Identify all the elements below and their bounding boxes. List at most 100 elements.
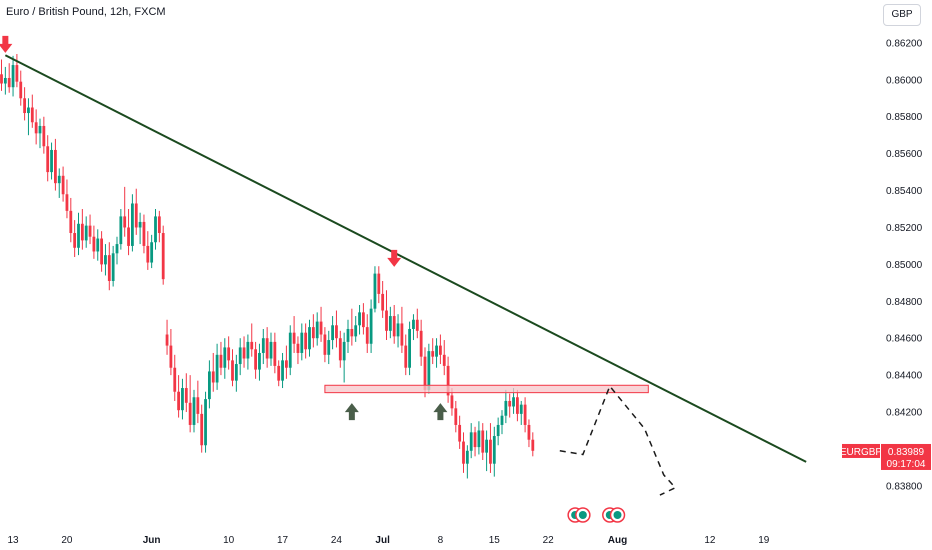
candle-body (396, 323, 400, 337)
candle-body (204, 399, 207, 446)
candle (107, 242, 111, 291)
candle (358, 304, 361, 335)
candle (208, 360, 211, 409)
candle (223, 338, 227, 379)
candle-body (415, 319, 419, 331)
time-tick-label: Aug (608, 535, 627, 546)
candle (169, 328, 173, 376)
candle (292, 316, 296, 353)
candle (527, 419, 531, 448)
time-tick-label: Jun (143, 535, 161, 546)
time-tick-label: 22 (543, 535, 555, 546)
currency-button[interactable]: GBP (883, 4, 921, 26)
candle-body (134, 203, 138, 228)
candle-body (15, 65, 19, 82)
candle-body (335, 325, 338, 339)
candle (84, 216, 88, 248)
candle (177, 375, 180, 418)
candle-body (439, 345, 442, 355)
candle-body (523, 404, 527, 425)
candle (111, 245, 115, 287)
price-tick-label: 0.84400 (886, 371, 923, 382)
candle-body (7, 77, 11, 88)
candle (127, 209, 130, 256)
candle (412, 314, 415, 341)
chart-title: Euro / British Pound, 12h, FXCM (6, 6, 166, 18)
candle-body (30, 107, 34, 123)
price-tick-label: 0.85200 (886, 223, 923, 234)
candle (288, 325, 292, 376)
time-tick-label: 12 (704, 535, 716, 546)
candle-body (508, 400, 512, 407)
candle (462, 432, 465, 473)
symbol-tag-text: EURGBP (840, 447, 883, 458)
candle (0, 59, 3, 91)
time-tick-label: 10 (223, 535, 235, 546)
candle-body (338, 338, 342, 361)
candle (404, 334, 408, 376)
candle (15, 53, 19, 88)
candle (311, 314, 315, 348)
candle-body (300, 332, 304, 353)
candle-body (408, 328, 411, 368)
candle (150, 234, 154, 269)
candle-body (504, 400, 508, 416)
candle (258, 343, 261, 381)
arrow-down-icon (0, 35, 13, 53)
candle (173, 354, 177, 401)
candle (281, 352, 284, 389)
candle (80, 209, 84, 250)
candle (38, 118, 42, 149)
candle-body (431, 351, 435, 357)
candle-body (435, 345, 438, 357)
candle (131, 194, 134, 252)
candle-body (354, 325, 358, 337)
candle-body (319, 321, 323, 335)
candle-body (516, 397, 519, 414)
candle-body (296, 343, 300, 353)
candle-body (373, 273, 377, 309)
candle (115, 236, 119, 265)
candle (46, 135, 50, 182)
time-axis[interactable]: 13 20 Jun 10 17 24 Jul 8 15 22 Aug 12 19 (7, 535, 769, 546)
candle (458, 415, 462, 449)
candle (196, 380, 200, 424)
candle (50, 142, 53, 180)
candle-body (77, 223, 80, 248)
candle (369, 299, 373, 353)
candle-body (419, 330, 423, 357)
candle-body (161, 233, 165, 280)
candle (435, 338, 438, 368)
price-axis[interactable]: 0.86200 0.86000 0.85800 0.85600 0.85400 0.852… (886, 38, 923, 492)
candle-body (92, 236, 96, 252)
candle (211, 352, 215, 392)
candle-body (223, 347, 227, 368)
candle-body (138, 221, 142, 228)
candle (104, 244, 107, 276)
candle (154, 209, 157, 250)
candle-body (0, 74, 3, 84)
candle (496, 417, 500, 446)
candle-body (173, 367, 177, 392)
candle-body (392, 316, 396, 337)
candle-body (331, 325, 334, 341)
candle-body (346, 328, 350, 342)
candle (377, 266, 381, 304)
candle (227, 336, 231, 370)
symbol-tag (842, 443, 880, 458)
price-tick-label: 0.84800 (886, 297, 923, 308)
candle-body (285, 360, 288, 368)
price-tick-label: 0.86200 (886, 38, 923, 49)
candle-body (234, 364, 238, 381)
candle-body (277, 365, 281, 381)
candle (200, 404, 204, 453)
candle-body (273, 341, 277, 366)
candle (161, 225, 165, 285)
candle-body (492, 436, 496, 464)
candle-body (454, 408, 458, 425)
candle-body (100, 238, 103, 265)
candle (531, 432, 535, 457)
candle-body (231, 360, 234, 381)
last-price-label: EURGBP 0.83989 09:17:04 (840, 443, 931, 470)
